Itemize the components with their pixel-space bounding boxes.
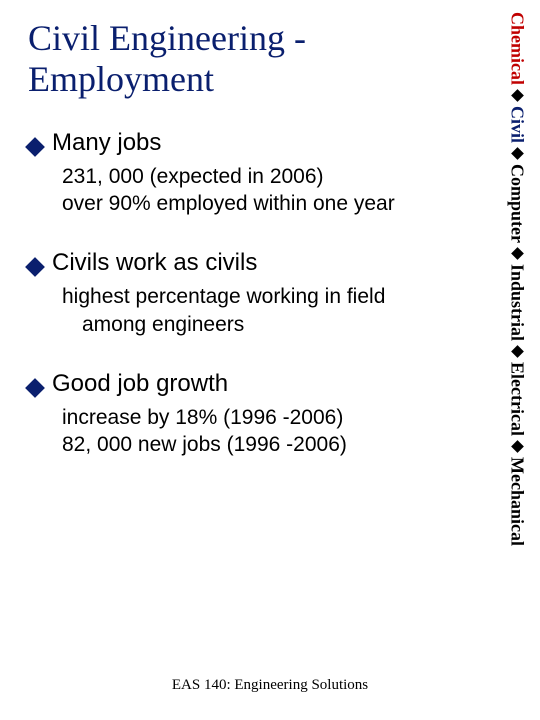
slide-footer: EAS 140: Engineering Solutions <box>0 677 540 694</box>
sidebar-item-electrical: Electrical <box>507 362 528 436</box>
sidebar-item-industrial: Industrial <box>507 264 528 341</box>
bullet-point: Civils work as civils highest percentage… <box>28 249 472 338</box>
bullet-head: Many jobs <box>28 129 472 157</box>
title-line-1: Civil Engineering - <box>28 18 306 58</box>
sub-bullet: over 90% employed within one year <box>28 190 472 217</box>
sidebar-item-chemical: Chemical <box>507 12 528 85</box>
sidebar-item-civil: Civil <box>507 106 528 143</box>
slide-title: Civil Engineering - Employment <box>28 18 512 101</box>
bullet-point: Many jobs 231, 000 (expected in 2006) ov… <box>28 129 472 218</box>
diamond-bullet-icon <box>25 257 45 277</box>
diamond-separator-icon <box>511 147 524 160</box>
title-line-2: Employment <box>28 59 214 99</box>
sidebar-strip: Chemical Civil Computer Industrial Elect… <box>507 12 528 546</box>
bullet-head: Civils work as civils <box>28 249 472 277</box>
disciplines-sidebar: Chemical Civil Computer Industrial Elect… <box>502 12 532 672</box>
sub-bullet-continuation: among engineers <box>28 311 472 338</box>
diamond-separator-icon <box>511 440 524 453</box>
slide-body: Many jobs 231, 000 (expected in 2006) ov… <box>28 101 512 459</box>
sub-bullet: increase by 18% (1996 -2006) <box>28 404 472 431</box>
diamond-separator-icon <box>511 247 524 260</box>
bullet-head: Good job growth <box>28 370 472 398</box>
diamond-separator-icon <box>511 89 524 102</box>
diamond-bullet-icon <box>25 378 45 398</box>
bullet-heading: Many jobs <box>52 129 161 157</box>
bullet-point: Good job growth increase by 18% (1996 -2… <box>28 370 472 459</box>
slide: Civil Engineering - Employment Many jobs… <box>0 0 540 720</box>
sidebar-item-computer: Computer <box>507 164 528 243</box>
sidebar-item-mechanical: Mechanical <box>507 457 528 546</box>
sub-bullet: 231, 000 (expected in 2006) <box>28 163 472 190</box>
sub-bullet: highest percentage working in field <box>28 283 472 310</box>
diamond-bullet-icon <box>25 137 45 157</box>
bullet-heading: Good job growth <box>52 370 228 398</box>
diamond-separator-icon <box>511 345 524 358</box>
bullet-heading: Civils work as civils <box>52 249 257 277</box>
sub-bullet: 82, 000 new jobs (1996 -2006) <box>28 431 472 458</box>
